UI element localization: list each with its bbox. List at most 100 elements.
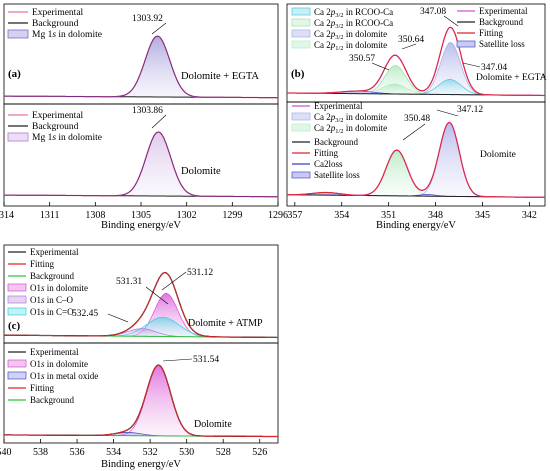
- legend-p-4: p: [330, 40, 336, 50]
- legend-label-ca-dol-12-b2: Ca 2p1/2 in dolomite: [314, 123, 387, 135]
- legend-sub-2: 3/2: [335, 23, 343, 30]
- panel-a-bottom-peak-label: 1303.86: [132, 106, 163, 116]
- a-top-plot-fitting-line: [4, 35, 278, 99]
- annotation-leader-7: [402, 123, 426, 141]
- a-axis-tick-label-5: 1299: [222, 210, 242, 221]
- legend-label-mg1s-2: Mg 1s in dolomite: [32, 133, 102, 143]
- annotation-leader-0: [151, 22, 167, 35]
- panel-b-top-legend-left: Ca 2p3/2 in RCOO-Ca Ca 2p3/2 in RCOO-Ca …: [291, 7, 393, 52]
- legend-mg1s-text-b-2: in dolomite: [56, 133, 102, 143]
- panel-a-top-plot: [4, 35, 278, 99]
- legend-label-experimental-b: Experimental: [479, 6, 528, 16]
- legend-label-fitting-c2: Fitting: [30, 383, 55, 393]
- legend-ca-pre-6: Ca 2: [314, 123, 331, 133]
- legend-ca-pre-5: Ca 2: [314, 112, 331, 122]
- panel-c-top-ann-531-31: 531.31: [116, 277, 142, 287]
- annotation-leader-4: [371, 62, 390, 71]
- legend-p-2: p: [330, 18, 336, 28]
- panel-a-bottom-sample-label: Dolomite: [181, 166, 221, 177]
- a-axis-tick-label-2: 1308: [85, 210, 105, 221]
- panel-c-bottom-ann-531-54: 531.54: [193, 355, 219, 365]
- legend-sub-3: 3/2: [335, 34, 343, 41]
- panel-c-top-legend: Experimental Fitting Background O1s in d…: [7, 247, 88, 317]
- legend-label-background-b2: Background: [314, 137, 358, 147]
- legend-label-fitting-c: Fitting: [30, 259, 55, 269]
- panel-c-bottom-sample-label: Dolomite: [194, 419, 232, 430]
- c-bot-plot-fitting-line: [4, 364, 278, 437]
- a-axis-tick-label-1: 1311: [40, 210, 60, 221]
- legend-swatch-o1s-ceo-c: [7, 307, 27, 316]
- a-axis-tick-label-0: 1314: [0, 210, 14, 221]
- panel-b-top-legend-right: Experimental Background Fitting Satellit…: [456, 6, 528, 49]
- panel-c-bottom-plot: [4, 364, 278, 438]
- b-axis-tick-label-3: 348: [428, 210, 443, 221]
- legend-mg1s-text-a: Mg 1: [32, 30, 53, 40]
- c-axis-tick-label-5: 530: [179, 447, 194, 458]
- legend-label-background-c2: Background: [30, 395, 74, 405]
- legend-s-1: s: [41, 283, 45, 293]
- panel-b-top-ann-347-04: 347.04: [481, 63, 507, 73]
- a-axis-tick-label-3: 1305: [131, 210, 151, 221]
- legend-label-ca2loss: Ca2loss: [314, 159, 343, 169]
- legend-p-5: p: [330, 112, 336, 122]
- c-top-plot-fitting-line: [3, 272, 278, 338]
- b-axis-tick-label-0: 357: [287, 210, 302, 221]
- legend-o1-4: O1: [30, 371, 41, 381]
- panel-c-bottom-frame: [3, 342, 279, 444]
- a-axis-tick-label-6: 1296: [268, 210, 288, 221]
- legend-dol-c1: in dolomite: [45, 283, 89, 293]
- legend-mg1s-s-2: s: [52, 133, 56, 143]
- panel-b-bottom-sample-label: Dolomite: [480, 150, 516, 160]
- legend-label-o1s-metal-c2: O1s in metal oxide: [30, 371, 98, 381]
- legend-swatch-o1s-co-c: [7, 295, 27, 304]
- legend-mg1s-text-a-2: Mg 1: [32, 133, 53, 143]
- panel-a-x-axis-title: Binding energy/eV: [101, 220, 181, 231]
- legend-label-o1s-dol-c2: O1s in dolomite: [30, 359, 88, 369]
- annotation-leader-1: [151, 114, 167, 129]
- legend-p-3: p: [330, 29, 336, 39]
- legend-dol-6: in dolomite: [344, 123, 388, 133]
- legend-mg1s-s: s: [52, 30, 56, 40]
- legend-label-experimental: Experimental: [32, 8, 84, 18]
- legend-label-o1s-dol-c: O1s in dolomite: [30, 283, 88, 293]
- panel-a: Experimental Background Mg 1s in dolomit…: [0, 3, 288, 231]
- legend-swatch-ca-rcoo-12: [291, 18, 311, 27]
- panel-b-bottom-ann-350-48: 350.48: [404, 114, 430, 124]
- legend-rcoo-1: in RCOO-Ca: [344, 7, 394, 17]
- legend-swatch-satellite-b2: [291, 171, 311, 179]
- annotation-leader-8: [161, 271, 187, 291]
- legend-label-ca-dol-32: Ca 2p3/2 in dolomite: [314, 29, 387, 41]
- panel-a-top-legend: Experimental Background Mg 1s in dolomit…: [7, 8, 102, 40]
- legend-s-2: s: [41, 295, 45, 305]
- panel-b-x-axis: 357 354 351 348 345 342: [287, 202, 537, 221]
- panel-a-top-peak-label: 1303.92: [132, 14, 163, 24]
- b-axis-tick-label-4: 345: [475, 210, 490, 221]
- legend-label-ca-rcoo-32: Ca 2p3/2 in RCOO-Ca: [314, 7, 393, 19]
- panel-a-top-sample-label: Dolomite + EGTA: [181, 71, 259, 82]
- panel-c-top-sample-label: Dolomite + ATMP: [188, 318, 263, 329]
- panel-c-x-axis-title: Binding energy/eV: [101, 459, 181, 470]
- legend-label-experimental-c: Experimental: [30, 247, 79, 257]
- legend-ca-pre-1: Ca 2: [314, 7, 331, 17]
- legend-ca-pre-4: Ca 2: [314, 40, 331, 50]
- legend-dol-5: in dolomite: [344, 112, 388, 122]
- legend-label-experimental-c2: Experimental: [30, 347, 79, 357]
- panel-b-bottom-frame: [286, 101, 546, 207]
- panel-b-top-plot: [287, 26, 545, 97]
- legend-label-experimental-b2: Experimental: [314, 101, 363, 111]
- legend-label-background-2: Background: [32, 122, 79, 132]
- legend-p-1: p: [330, 7, 336, 17]
- panel-b-x-axis-title: Binding energy/eV: [376, 220, 456, 231]
- legend-label-satellite-b2: Satellite loss: [314, 170, 360, 180]
- legend-dol-c2: in dolomite: [45, 359, 89, 369]
- legend-label-ca-rcoo-12: Ca 2p3/2 in RCOO-Ca: [314, 18, 393, 30]
- panel-a-bottom-legend: Experimental Background Mg 1s in dolomit…: [7, 111, 102, 143]
- a-axis-tick-label-4: 1302: [177, 210, 197, 221]
- legend-swatch-mg1s-2: [7, 132, 29, 142]
- legend-rcoo-2: in RCOO-Ca: [344, 18, 394, 28]
- panel-b-top-ann-350-64: 350.64: [398, 35, 424, 45]
- panel-c-top-ann-532-45: 532.45: [72, 309, 98, 319]
- legend-label-satellite-b: Satellite loss: [479, 39, 525, 49]
- panel-b-bottom-ann-347-12: 347.12: [457, 105, 483, 115]
- legend-s-3: s: [41, 359, 45, 369]
